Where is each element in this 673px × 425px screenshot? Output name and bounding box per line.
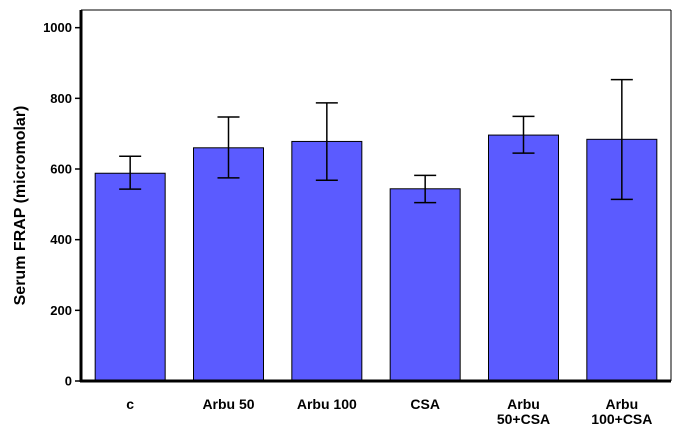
y-tick-label: 200	[50, 303, 72, 318]
y-axis-ticks: 0 200 400 600 800 1000	[43, 20, 81, 389]
bar	[193, 147, 264, 382]
x-tick-label: CSA	[410, 396, 440, 412]
y-tick-label: 400	[50, 232, 72, 247]
x-tick-label: 50+CSA	[497, 411, 550, 425]
bar	[488, 134, 559, 382]
y-tick-label: 600	[50, 162, 72, 177]
x-tick-label: Arbu 100	[297, 396, 357, 412]
bar	[389, 188, 461, 382]
bars	[94, 134, 658, 382]
y-tick-label: 800	[50, 91, 72, 106]
error-bars	[119, 78, 633, 204]
x-tick-label: Arbu 50	[202, 396, 254, 412]
x-tick-label: c	[126, 396, 134, 412]
y-tick-label: 0	[65, 374, 72, 389]
x-tick-label: Arbu	[605, 396, 638, 412]
y-axis-title: Serum FRAP (micromolar)	[12, 106, 29, 306]
y-tick-label: 1000	[43, 20, 72, 35]
x-tick-label: Arbu	[507, 396, 540, 412]
x-tick-label: 100+CSA	[591, 411, 652, 425]
bar	[94, 172, 166, 382]
